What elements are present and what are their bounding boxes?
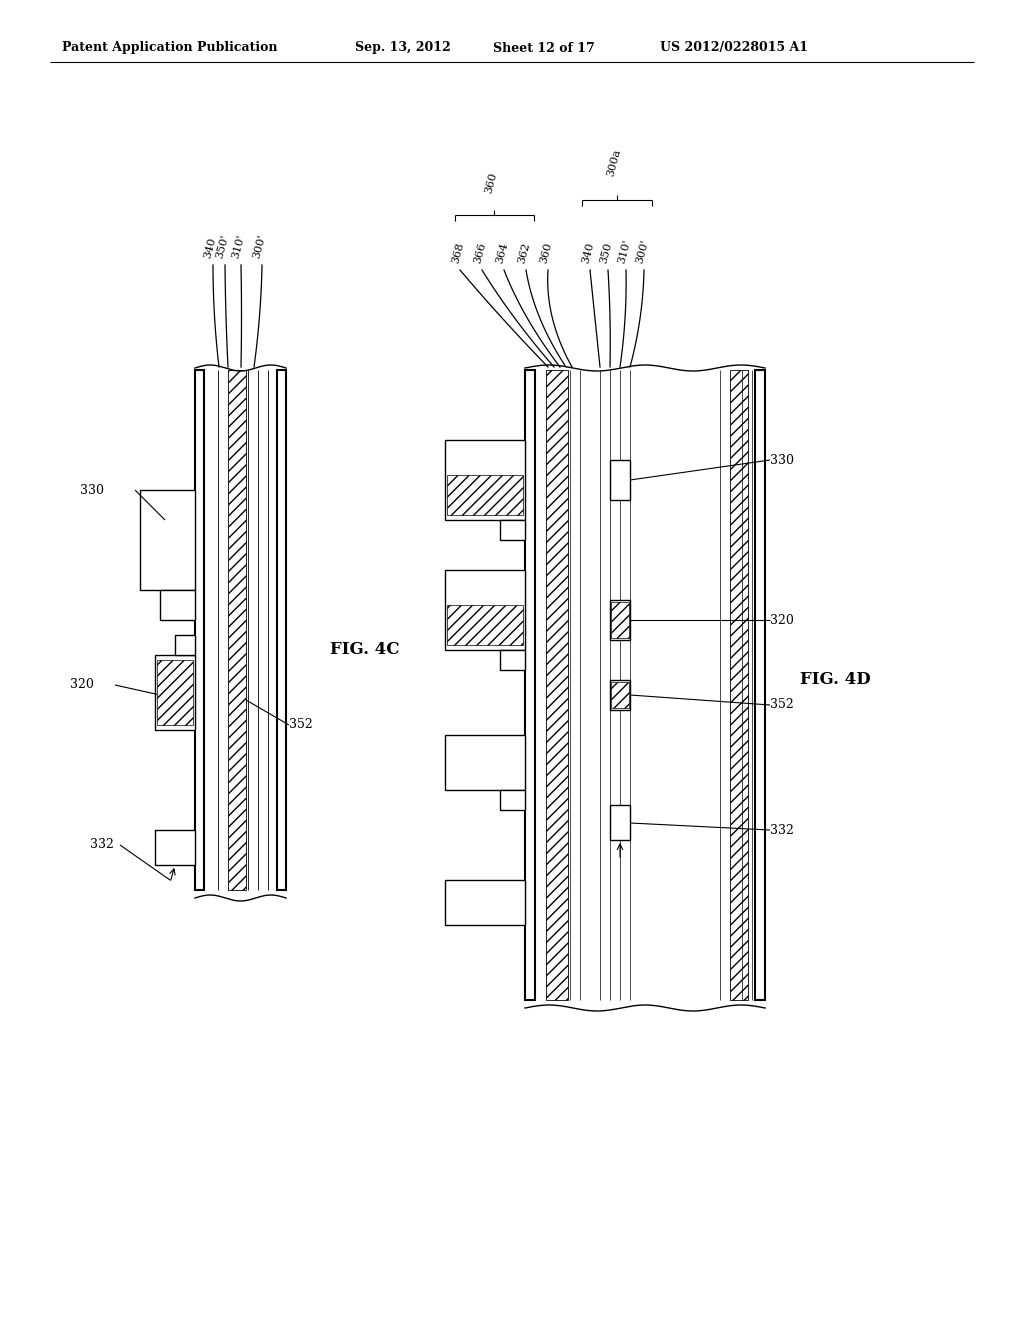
Bar	[155, 830, 195, 865]
Text: 300': 300'	[634, 239, 650, 265]
Text: 350: 350	[598, 242, 613, 265]
Bar	[445, 880, 525, 925]
Text: 368: 368	[451, 242, 466, 265]
Bar	[500, 789, 525, 810]
Text: Sep. 13, 2012: Sep. 13, 2012	[355, 41, 451, 54]
Text: 362: 362	[516, 242, 531, 265]
Bar	[730, 370, 748, 1001]
Bar	[611, 602, 629, 638]
Bar	[500, 520, 525, 540]
Bar	[445, 570, 525, 649]
Text: 320: 320	[770, 614, 794, 627]
Bar	[445, 440, 525, 520]
Bar	[228, 370, 246, 890]
Text: 350': 350'	[214, 234, 230, 260]
Bar	[278, 370, 286, 890]
Text: FIG. 4D: FIG. 4D	[800, 672, 870, 689]
Bar	[610, 680, 630, 710]
Text: 300a: 300a	[605, 148, 623, 178]
Text: 330: 330	[770, 454, 794, 466]
Bar	[610, 459, 630, 500]
Text: 366: 366	[472, 242, 487, 265]
Text: 332: 332	[90, 838, 114, 851]
Text: 352: 352	[289, 718, 312, 731]
Bar	[447, 475, 523, 515]
Bar	[160, 590, 195, 620]
Text: 340: 340	[203, 236, 217, 260]
Bar	[195, 370, 204, 890]
Text: 310': 310'	[616, 239, 632, 265]
Bar	[500, 649, 525, 671]
Bar	[157, 660, 193, 725]
Text: 340: 340	[581, 242, 596, 265]
Bar	[755, 370, 765, 1001]
Text: 330: 330	[80, 483, 104, 496]
Bar	[611, 682, 629, 708]
Text: 352: 352	[770, 698, 794, 711]
Text: 360: 360	[483, 172, 499, 195]
Text: FIG. 4C: FIG. 4C	[330, 642, 399, 659]
Text: Patent Application Publication: Patent Application Publication	[62, 41, 278, 54]
Text: 364: 364	[495, 242, 510, 265]
Bar	[140, 490, 195, 590]
Bar	[155, 655, 195, 730]
Text: 310': 310'	[230, 234, 246, 260]
Bar	[445, 735, 525, 789]
Text: 332: 332	[770, 824, 794, 837]
Text: US 2012/0228015 A1: US 2012/0228015 A1	[660, 41, 808, 54]
Bar	[525, 370, 535, 1001]
Text: Sheet 12 of 17: Sheet 12 of 17	[493, 41, 595, 54]
Bar	[175, 635, 195, 655]
Bar	[546, 370, 568, 1001]
Bar	[447, 605, 523, 645]
Bar	[610, 805, 630, 840]
Text: 300': 300'	[251, 234, 267, 260]
Text: 320: 320	[70, 678, 94, 692]
Bar	[610, 601, 630, 640]
Text: 360: 360	[539, 242, 554, 265]
